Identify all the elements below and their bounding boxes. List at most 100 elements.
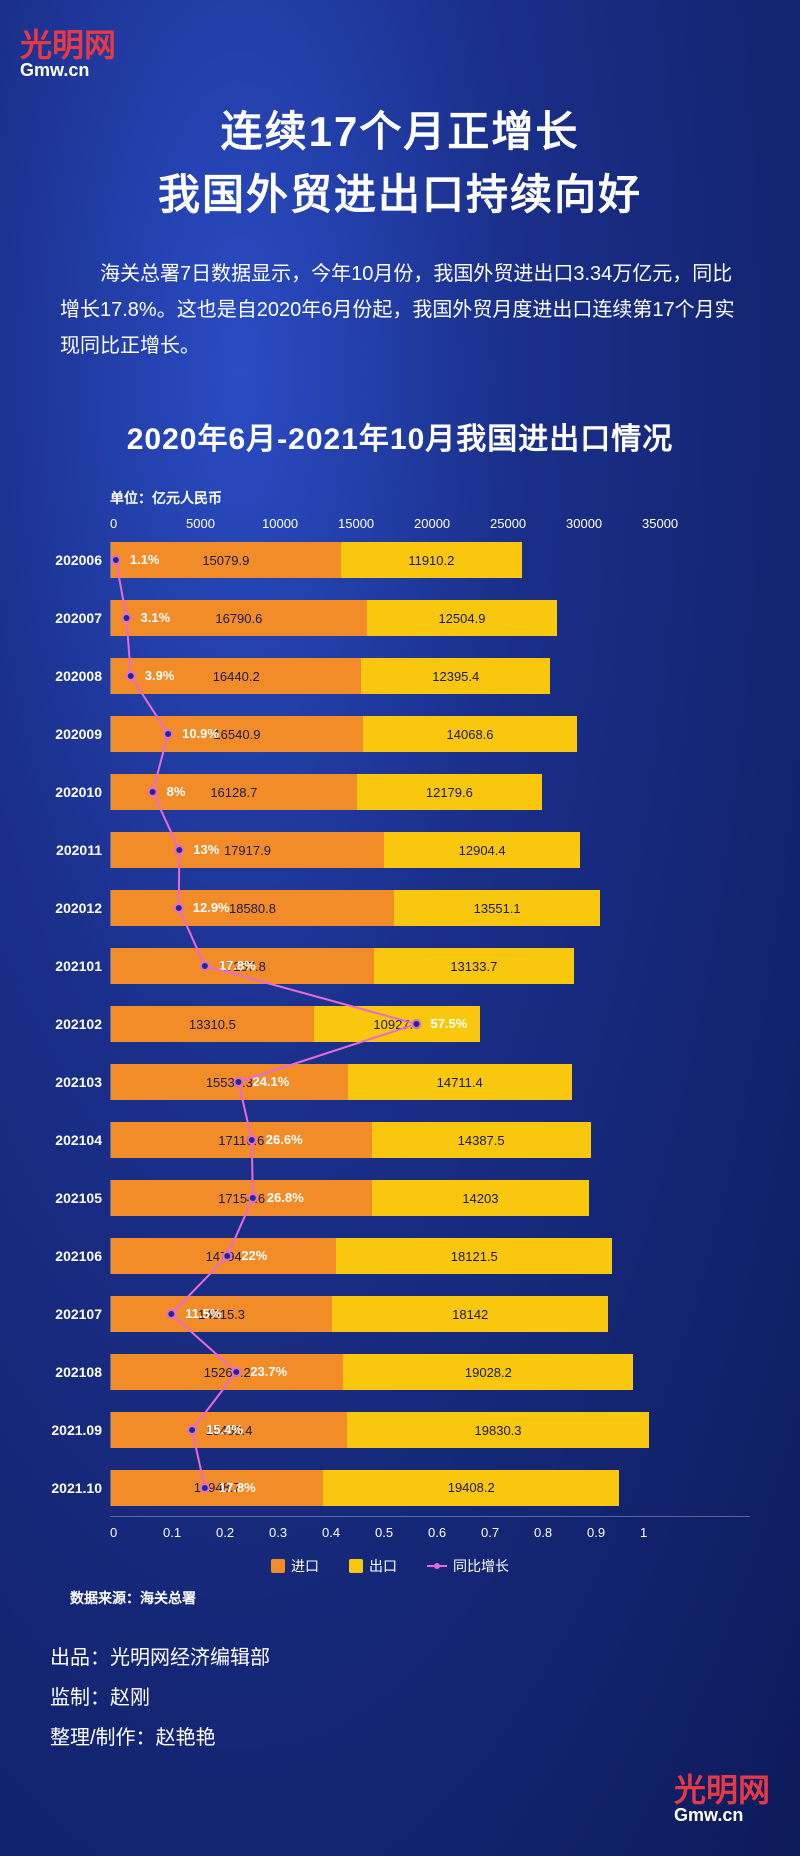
bar-group: 18580.813551.1 bbox=[110, 890, 600, 926]
bar-import: 17110.6 bbox=[111, 1122, 372, 1158]
y-axis-label: 202012 bbox=[30, 900, 102, 916]
bar-import: 17917.9 bbox=[111, 832, 384, 868]
chart-row: 20210315538.314711.4 bbox=[110, 1053, 750, 1111]
producer: 赵艳艳 bbox=[156, 1727, 216, 1749]
supervisor-label: 监制： bbox=[50, 1678, 110, 1718]
axis-top-tick: 15000 bbox=[338, 516, 414, 531]
bar-import: 13948.7 bbox=[111, 1470, 323, 1506]
credits: 出品：光明网经济编辑部 监制：赵刚 整理/制作：赵艳艳 bbox=[0, 1638, 800, 1758]
y-axis-label: 202106 bbox=[30, 1248, 102, 1264]
bar-export: 14711.4 bbox=[348, 1064, 572, 1100]
supervisor: 赵刚 bbox=[110, 1687, 150, 1709]
bar-import: 16128.7 bbox=[111, 774, 357, 810]
legend-export: 出口 bbox=[349, 1556, 397, 1576]
legend-import: 进口 bbox=[271, 1556, 319, 1576]
y-axis-label: 202008 bbox=[30, 668, 102, 684]
legend: 进口 出口 同比增长 bbox=[30, 1556, 750, 1576]
axis-top-tick: 25000 bbox=[490, 516, 566, 531]
axis-top-tick: 0 bbox=[110, 516, 186, 531]
chart-row: 20200816440.212395.4 bbox=[110, 647, 750, 705]
bar-export: 11910.2 bbox=[341, 542, 522, 578]
bar-group: 15265.219028.2 bbox=[110, 1354, 633, 1390]
producer-label: 整理/制作： bbox=[50, 1718, 156, 1758]
axis-bottom-tick: 0.8 bbox=[534, 1525, 587, 1540]
chart-row: 2021.1013948.719408.2 bbox=[110, 1459, 750, 1517]
bar-export: 12395.4 bbox=[361, 658, 550, 694]
y-axis-label: 202010 bbox=[30, 784, 102, 800]
bar-group: 15538.314711.4 bbox=[110, 1064, 572, 1100]
y-axis-label: 202006 bbox=[30, 552, 102, 568]
bar-export: 14387.5 bbox=[372, 1122, 591, 1158]
y-axis-label: 202104 bbox=[30, 1132, 102, 1148]
intro-text: 海关总署7日数据显示，今年10月份，我国外贸进出口3.34万亿元，同比增长17.… bbox=[0, 256, 800, 394]
bar-group: 17110.614387.5 bbox=[110, 1122, 591, 1158]
bar-export: 14068.6 bbox=[363, 716, 577, 752]
axis-top-tick: 35000 bbox=[642, 516, 718, 531]
bar-group: 17257.813133.7 bbox=[110, 948, 574, 984]
bar-export: 12179.6 bbox=[357, 774, 542, 810]
y-axis-label: 202011 bbox=[30, 842, 102, 858]
growth-label: 12.9% bbox=[193, 900, 230, 915]
bar-group: 15498.419830.3 bbox=[110, 1412, 649, 1448]
logo-top: 光明网 Gmw.cn bbox=[20, 20, 116, 81]
chart-container: 单位：亿元人民币 0500010000150002000025000300003… bbox=[0, 488, 800, 1608]
bar-export: 13551.1 bbox=[394, 890, 600, 926]
bar-export: 12904.4 bbox=[384, 832, 581, 868]
y-axis-label: 202103 bbox=[30, 1074, 102, 1090]
bar-group: 16790.612504.9 bbox=[110, 600, 557, 636]
chart-row: 20200615079.911910.2 bbox=[110, 531, 750, 589]
unit-label: 单位：亿元人民币 bbox=[110, 488, 750, 508]
chart-row: 2021061479418121.5 bbox=[110, 1227, 750, 1285]
growth-label: 13% bbox=[193, 842, 219, 857]
growth-label: 57.5% bbox=[430, 1016, 467, 1031]
bar-group: 16540.914068.6 bbox=[110, 716, 577, 752]
growth-label: 1.1% bbox=[130, 552, 160, 567]
axis-bottom-tick: 0 bbox=[110, 1525, 163, 1540]
growth-label: 3.1% bbox=[141, 610, 171, 625]
bar-export: 19408.2 bbox=[323, 1470, 619, 1506]
bar-group: 13948.719408.2 bbox=[110, 1470, 619, 1506]
legend-label-growth: 同比增长 bbox=[453, 1556, 509, 1576]
publisher: 光明网经济编辑部 bbox=[110, 1647, 270, 1669]
axis-bottom-tick: 0.2 bbox=[216, 1525, 269, 1540]
axis-top-tick: 20000 bbox=[414, 516, 490, 531]
y-axis-label: 202102 bbox=[30, 1016, 102, 1032]
bar-group: 15079.911910.2 bbox=[110, 542, 522, 578]
axis-bottom-tick: 0.6 bbox=[428, 1525, 481, 1540]
bar-export: 12504.9 bbox=[367, 600, 557, 636]
growth-label: 17.8% bbox=[219, 958, 256, 973]
legend-swatch-export bbox=[349, 1559, 363, 1573]
growth-label: 15.4% bbox=[206, 1422, 243, 1437]
header: 连续17个月正增长 我国外贸进出口持续向好 bbox=[0, 0, 800, 256]
y-axis-label: 202101 bbox=[30, 958, 102, 974]
bar-import: 15265.2 bbox=[111, 1354, 343, 1390]
y-axis-label: 202105 bbox=[30, 1190, 102, 1206]
bar-import: 18580.8 bbox=[111, 890, 394, 926]
y-axis-label: 2021.10 bbox=[30, 1480, 102, 1496]
growth-label: 26.8% bbox=[267, 1190, 304, 1205]
axis-top-tick: 5000 bbox=[186, 516, 262, 531]
growth-label: 23.7% bbox=[250, 1364, 287, 1379]
bar-group: 16440.212395.4 bbox=[110, 658, 550, 694]
logo-brand-cn: 光明网 bbox=[20, 27, 116, 63]
chart-row: 20201016128.712179.6 bbox=[110, 763, 750, 821]
chart-area: 20200615079.911910.21.1% 20200716790.6125… bbox=[110, 531, 750, 1517]
bar-import: 14515.3 bbox=[111, 1296, 332, 1332]
axis-bottom-tick: 0.9 bbox=[587, 1525, 640, 1540]
y-axis-label: 202107 bbox=[30, 1306, 102, 1322]
bar-export: 19028.2 bbox=[343, 1354, 633, 1390]
title-line-2: 我国外贸进出口持续向好 bbox=[60, 163, 740, 226]
bar-group: 1479418121.5 bbox=[110, 1238, 612, 1274]
y-axis-label: 2021.09 bbox=[30, 1422, 102, 1438]
chart-row: 20210517154.614203 bbox=[110, 1169, 750, 1227]
chart-row: 20210417110.614387.5 bbox=[110, 1111, 750, 1169]
axis-top-tick: 30000 bbox=[566, 516, 642, 531]
chart-row: 20200716790.612504.9 bbox=[110, 589, 750, 647]
y-axis-label: 202108 bbox=[30, 1364, 102, 1380]
logo-brand-cn-bottom: 光明网 bbox=[674, 1772, 770, 1808]
legend-label-export: 出口 bbox=[369, 1556, 397, 1576]
bar-group: 17917.912904.4 bbox=[110, 832, 580, 868]
growth-label: 26.6% bbox=[266, 1132, 303, 1147]
y-axis-label: 202009 bbox=[30, 726, 102, 742]
legend-swatch-import bbox=[271, 1559, 285, 1573]
